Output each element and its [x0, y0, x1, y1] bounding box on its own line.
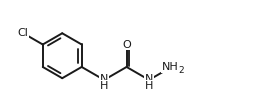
Text: NH: NH: [161, 62, 178, 72]
Text: H: H: [145, 81, 153, 91]
Text: O: O: [122, 40, 131, 50]
Text: N: N: [145, 74, 153, 84]
Text: H: H: [100, 81, 108, 91]
Text: Cl: Cl: [18, 28, 29, 38]
Text: N: N: [100, 74, 108, 84]
Text: 2: 2: [178, 66, 184, 75]
